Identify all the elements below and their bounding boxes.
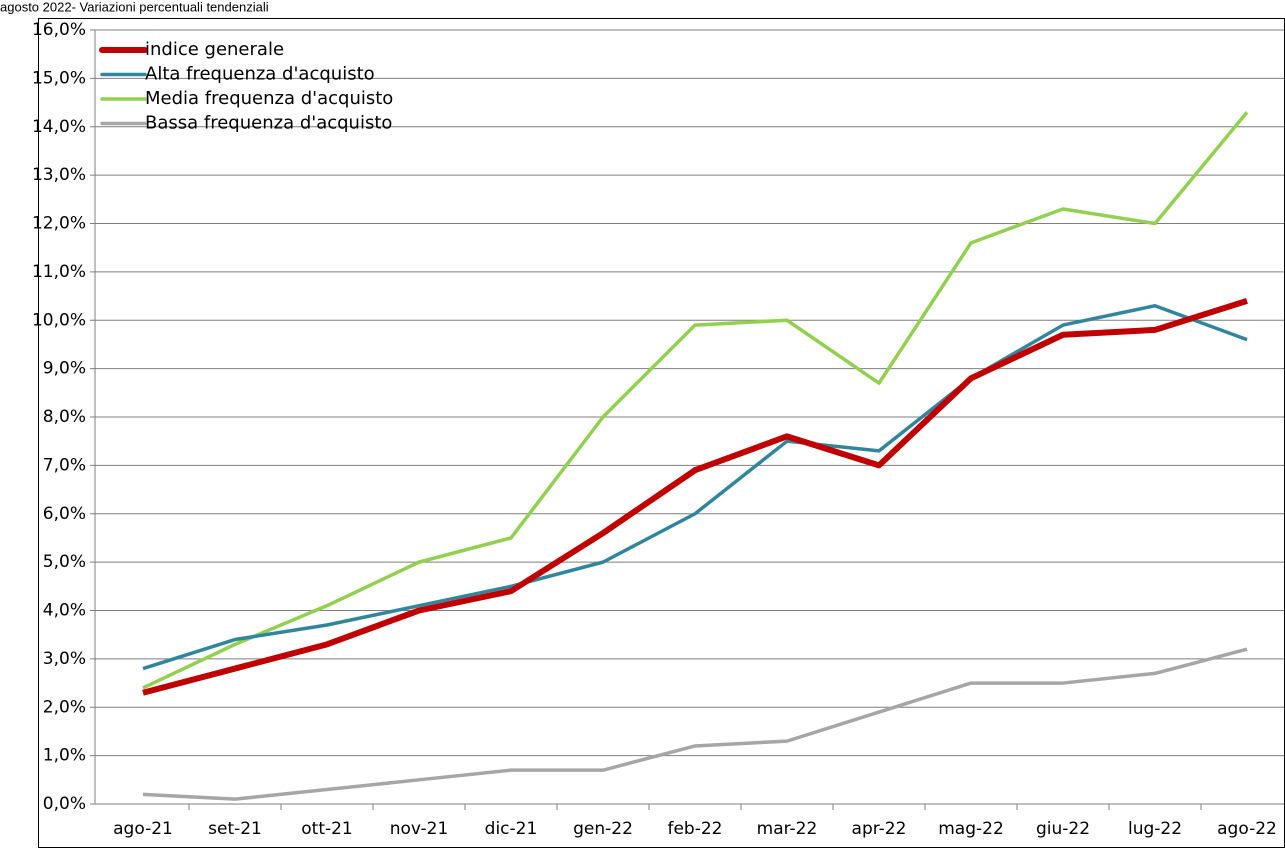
y-tick-label: 12,0% <box>32 214 86 234</box>
x-tick-label: ott-21 <box>301 819 353 839</box>
y-tick-label: 10,0% <box>32 310 86 330</box>
x-tick-label: mag-22 <box>938 819 1004 839</box>
y-tick-label: 9,0% <box>43 359 86 379</box>
frame <box>38 18 1285 848</box>
chart-title: agosto 2022- Variazioni percentuali tend… <box>0 0 269 14</box>
x-tick-label: feb-22 <box>667 819 722 839</box>
x-tick-label: ago-22 <box>1217 819 1277 839</box>
y-tick-label: 16,0% <box>32 20 86 40</box>
legend-label: Alta frequenza d'acquisto <box>145 64 375 85</box>
legend-label: Media frequenza d'acquisto <box>145 88 393 109</box>
y-tick-label: 11,0% <box>32 262 86 282</box>
y-tick-label: 2,0% <box>43 697 86 717</box>
y-tick-label: 6,0% <box>43 504 86 524</box>
y-tick-label: 5,0% <box>43 552 86 572</box>
y-tick-label: 15,0% <box>32 68 86 88</box>
y-tick-label: 0,0% <box>43 794 86 814</box>
y-tick-label: 13,0% <box>32 165 86 185</box>
x-tick-label: nov-21 <box>390 819 449 839</box>
x-tick-label: giu-22 <box>1036 819 1090 839</box>
series-line <box>142 647 1248 801</box>
x-tick-label: lug-22 <box>1128 819 1182 839</box>
x-tick-label: ago-21 <box>113 819 173 839</box>
y-tick-label: 14,0% <box>32 117 86 137</box>
series-line <box>142 111 1249 690</box>
y-tick-label: 7,0% <box>43 455 86 475</box>
x-tick-label: gen-22 <box>573 819 633 839</box>
y-tick-label: 3,0% <box>43 649 86 669</box>
y-tick-label: 8,0% <box>43 407 86 427</box>
legend-label: indice generale <box>145 39 284 60</box>
x-tick-label: set-21 <box>208 819 262 839</box>
series-line <box>142 298 1248 696</box>
x-tick-label: apr-22 <box>852 819 907 839</box>
y-tick-label: 4,0% <box>43 601 86 621</box>
y-tick-label: 1,0% <box>43 746 86 766</box>
x-tick-label: mar-22 <box>757 819 818 839</box>
legend-label: Bassa frequenza d'acquisto <box>145 113 392 134</box>
series-line <box>142 303 1248 671</box>
x-tick-label: dic-21 <box>485 819 538 839</box>
